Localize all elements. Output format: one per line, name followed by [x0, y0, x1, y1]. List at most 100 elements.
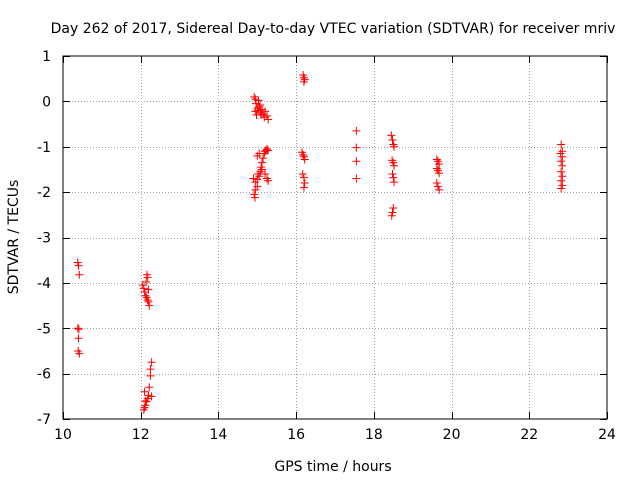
- plot-frame: [62, 55, 608, 420]
- data-point: [432, 155, 441, 164]
- data-point: [432, 179, 441, 188]
- data-point: [138, 281, 147, 290]
- data-point: [388, 208, 397, 217]
- data-point: [388, 169, 397, 178]
- x-tick-label: 10: [54, 427, 72, 443]
- data-point: [140, 387, 149, 396]
- data-point: [261, 107, 270, 116]
- data-point: [387, 211, 396, 220]
- data-point: [250, 193, 259, 202]
- data-point: [300, 75, 309, 84]
- data-point: [255, 172, 264, 181]
- data-point: [558, 181, 567, 190]
- data-point: [142, 397, 151, 406]
- data-point: [298, 169, 307, 178]
- data-point: [433, 182, 442, 191]
- data-point: [299, 183, 308, 192]
- data-point: [145, 383, 154, 392]
- y-tick-label: 1: [42, 49, 51, 65]
- data-point: [251, 107, 260, 116]
- y-tick-label: -6: [37, 367, 51, 383]
- data-point: [257, 158, 266, 167]
- x-tick-label: 12: [132, 427, 150, 443]
- data-point: [299, 150, 308, 159]
- data-point: [257, 165, 266, 174]
- data-point: [557, 157, 566, 166]
- data-point: [432, 164, 441, 173]
- data-point: [252, 110, 261, 119]
- y-axis-label: SDTVAR / TECUs: [6, 180, 22, 295]
- data-point: [300, 179, 309, 188]
- x-tick-label: 22: [520, 427, 538, 443]
- x-tick-label: 24: [598, 427, 616, 443]
- x-tick-label: 18: [365, 427, 383, 443]
- data-point: [264, 115, 273, 124]
- data-point: [352, 174, 361, 183]
- data-point: [74, 325, 83, 334]
- y-tick-label: -5: [37, 321, 51, 337]
- data-point: [145, 301, 154, 310]
- data-point: [146, 371, 155, 380]
- y-tick-label: -2: [37, 185, 51, 201]
- data-point: [250, 92, 259, 101]
- data-point: [263, 111, 271, 120]
- data-point: [264, 146, 273, 155]
- data-point: [435, 169, 444, 178]
- data-point: [299, 173, 308, 182]
- data-point: [300, 155, 309, 164]
- data-point: [143, 296, 152, 305]
- data-point: [73, 324, 82, 333]
- data-point: [259, 154, 268, 163]
- data-point: [557, 184, 566, 193]
- data-point: [263, 145, 271, 154]
- data-point: [253, 151, 262, 160]
- data-point: [253, 175, 262, 184]
- data-point: [557, 176, 566, 185]
- data-point: [144, 297, 153, 306]
- data-point: [249, 174, 258, 183]
- data-point: [389, 173, 398, 182]
- data-point: [390, 178, 399, 187]
- x-tick-label: 16: [287, 427, 305, 443]
- grid: [63, 56, 607, 419]
- data-point: [143, 273, 152, 282]
- data-point: [255, 149, 264, 158]
- data-point: [147, 392, 156, 401]
- data-point: [139, 284, 148, 293]
- data-point: [390, 161, 399, 170]
- data-point: [264, 176, 273, 185]
- x-tick-label: 20: [443, 427, 461, 443]
- data-point: [257, 163, 266, 172]
- data-point: [352, 157, 361, 166]
- data-point: [146, 365, 155, 374]
- data-point: [263, 174, 271, 183]
- data-point: [389, 158, 398, 167]
- data-point: [388, 156, 397, 165]
- data-point: [556, 149, 565, 158]
- chart-title: Day 262 of 2017, Sidereal Day-to-day VTE…: [51, 21, 616, 37]
- data-point: [142, 277, 151, 286]
- data-point: [388, 135, 397, 144]
- data-point: [74, 334, 83, 343]
- data-point: [558, 161, 567, 170]
- data-point: [75, 349, 84, 358]
- y-tick-label: -4: [37, 276, 51, 292]
- data-point: [261, 169, 270, 178]
- axis-ticks: 10 12 14 16 18 20 22 24 -7 -6 -5 -4 -3 -2 -1 0 1: [37, 49, 616, 443]
- data-point: [256, 101, 265, 110]
- data-point: [144, 285, 153, 294]
- data-point: [352, 143, 361, 152]
- data-point: [390, 142, 399, 151]
- data-point: [557, 140, 566, 149]
- data-point: [558, 152, 567, 161]
- y-tick-label: -3: [37, 231, 51, 247]
- data-point: [389, 204, 398, 213]
- y-tick-label: -1: [37, 140, 51, 156]
- x-tick-label: 14: [210, 427, 228, 443]
- data-point: [141, 291, 150, 300]
- data-point: [387, 131, 396, 140]
- data-point: [251, 185, 260, 194]
- y-tick-label: -7: [37, 412, 51, 428]
- data-point: [557, 167, 566, 176]
